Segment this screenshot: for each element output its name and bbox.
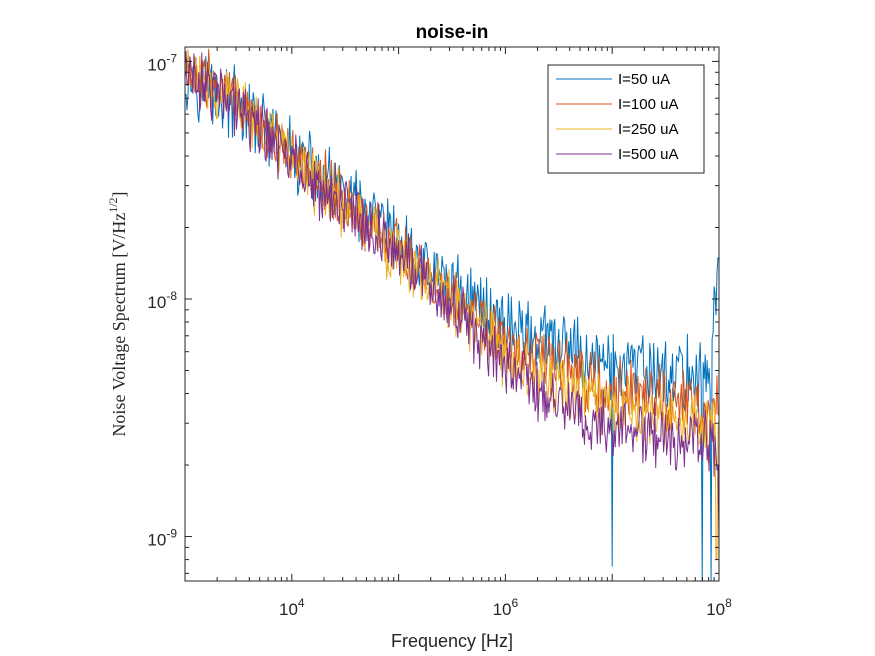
tick-layer: 104 106 108 10-9 10-8 10-7 bbox=[147, 47, 732, 619]
x-axis-label: Frequency [Hz] bbox=[391, 631, 513, 651]
legend-box bbox=[547, 64, 705, 174]
x-tick-label: 106 bbox=[493, 596, 519, 619]
legend-entry: I=100 uA bbox=[618, 96, 678, 113]
series-line-4 bbox=[185, 50, 719, 548]
axes-box bbox=[184, 46, 720, 582]
legend-entry: I=500 uA bbox=[618, 146, 678, 163]
legend-entry: I=50 uA bbox=[618, 71, 670, 88]
y-tick-label: 10-9 bbox=[147, 527, 177, 550]
y-tick-label: 10-8 bbox=[147, 289, 177, 312]
y-tick-label: 10-7 bbox=[147, 51, 177, 74]
legend: I=50 uA I=100 uA I=250 uA I=500 uA bbox=[547, 64, 705, 174]
series-line-3 bbox=[185, 48, 719, 561]
x-tick-label: 108 bbox=[706, 596, 732, 619]
series-layer bbox=[185, 48, 719, 581]
y-axis-label: Noise Voltage Spectrum [V/Hz1/2] bbox=[106, 191, 129, 436]
legend-entry: I=250 uA bbox=[618, 121, 678, 138]
chart-title: noise-in bbox=[416, 22, 489, 43]
x-tick-label: 104 bbox=[279, 596, 305, 619]
